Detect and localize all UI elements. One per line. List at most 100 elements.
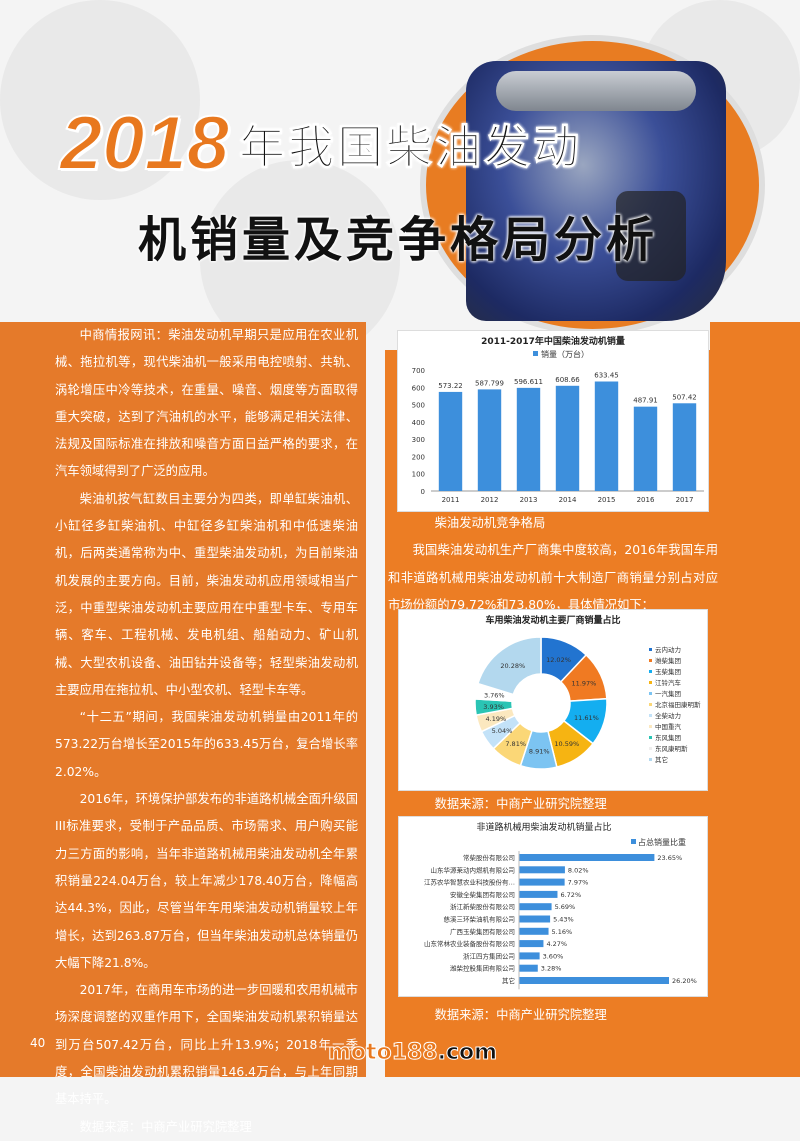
category-label: 山东常林农业装备股份有限公司 (424, 939, 515, 948)
bar (477, 389, 502, 491)
category-label: 慈溪三环柴油机有限公司 (444, 915, 516, 924)
paragraph: 柴油机按气缸数目主要分为四类，即单缸柴油机、小缸径多缸柴油机、中缸径多缸柴油机和… (55, 491, 358, 697)
x-tick-label: 2017 (676, 496, 694, 504)
legend-label: 东风康明斯 (655, 744, 688, 753)
data-label: 5.43% (553, 916, 574, 924)
chart-title: 2011-2017年中国柴油发动机销量 (481, 335, 625, 347)
source-note: 数据来源：中商产业研究院整理 (410, 791, 710, 818)
bar (519, 927, 549, 935)
x-tick-label: 2014 (559, 496, 577, 504)
page-number: 40 (30, 1036, 46, 1050)
bar (633, 406, 658, 491)
legend-label: 一汽集团 (655, 689, 681, 698)
source-note: 数据来源：中商产业研究院整理 (410, 1002, 710, 1029)
legend-label: 玉柴集团 (655, 667, 681, 676)
data-label: 5.69% (555, 903, 576, 911)
slice-label: 3.76% (484, 691, 505, 699)
bar (555, 385, 580, 491)
legend-swatch (649, 714, 652, 717)
vehicle-share-pie-chart: 车用柴油发动机主要厂商销量占比 12.02% 云内动力 11.97% 潍柴集团 11.6… (398, 609, 708, 791)
bar (519, 952, 540, 960)
data-label: 573.22 (438, 382, 463, 390)
legend-swatch (649, 659, 652, 662)
category-label: 其它 (502, 976, 515, 985)
legend-label: 其它 (655, 755, 668, 764)
y-tick-label: 100 (412, 471, 425, 479)
bar (594, 381, 619, 491)
x-tick-label: 2013 (520, 496, 538, 504)
title-year: 2018 (59, 100, 230, 187)
x-tick-label: 2015 (598, 496, 616, 504)
left-article-column: 中商情报网讯：柴油发动机早期只是应用在农业机械、拖拉机等，现代柴油机一般采用电控… (55, 322, 358, 1141)
bar (672, 403, 697, 491)
legend-swatch (649, 681, 652, 684)
slice-label: 7.81% (505, 740, 526, 748)
right-article-column: 柴油发动机竞争格局 我国柴油发动机生产厂商集中度较高，2016年我国车用和非道路… (388, 510, 718, 619)
title-text: 年我国柴油发动 (239, 119, 583, 174)
bar (519, 866, 565, 874)
legend-swatch (631, 839, 636, 844)
x-tick-label: 2011 (442, 496, 460, 504)
site-logo: moto188.com (328, 1040, 498, 1066)
y-tick-label: 600 (412, 384, 425, 392)
pie-slice (476, 636, 542, 696)
paragraph: 我国柴油发动机生产厂商集中度较高，2016年我国车用和非道路机械用柴油发动机前十… (388, 543, 718, 612)
category-label: 潍柴控股集团有限公司 (450, 964, 515, 973)
slice-label: 10.59% (554, 740, 579, 748)
slice-label: 11.61% (574, 714, 599, 722)
legend-label: 全柴动力 (655, 711, 681, 720)
left-panel (0, 322, 366, 1077)
slice-label: 12.02% (546, 656, 571, 664)
background-decoration (0, 0, 200, 200)
legend-label: 占总销量比重 (638, 837, 686, 847)
chart-title: 非道路机械用柴油发动机销量占比 (476, 821, 611, 833)
slice-label: 5.04% (492, 727, 513, 735)
x-tick-label: 2012 (481, 496, 499, 504)
bar (519, 977, 669, 984)
pie-chart-svg: 车用柴油发动机主要厂商销量占比 12.02% 云内动力 11.97% 潍柴集团 11.6… (474, 614, 701, 770)
bar (519, 878, 565, 886)
data-label: 3.28% (541, 965, 562, 973)
category-label: 广西玉柴集团有限公司 (450, 927, 515, 936)
x-tick-label: 2016 (637, 496, 655, 504)
category-label: 安徽全柴集团有限公司 (450, 890, 515, 899)
data-label: 487.91 (633, 397, 658, 405)
paragraph: “十二五”期间，我国柴油发动机销量由2011年的573.22万台增长至2015年… (55, 710, 358, 779)
data-label: 587.799 (475, 379, 504, 387)
engine-hero-image (420, 35, 765, 335)
legend-swatch (649, 692, 652, 695)
bar (519, 903, 552, 911)
data-source: 数据来源：中商产业研究院整理 (79, 1119, 252, 1134)
bar (519, 940, 544, 948)
y-tick-label: 300 (412, 436, 425, 444)
category-label: 山东华源莱动内燃机有限公司 (431, 865, 516, 874)
bar (519, 915, 551, 923)
legend-label: 东风集团 (655, 733, 681, 742)
legend-label: 潍柴集团 (655, 656, 681, 665)
data-source: 数据来源：中商产业研究院整理 (434, 1008, 607, 1022)
bar (519, 964, 538, 972)
legend-swatch (649, 758, 652, 761)
legend-swatch (533, 351, 538, 356)
slice-label: 11.97% (572, 680, 597, 688)
data-label: 507.42 (672, 393, 697, 401)
legend-swatch (649, 736, 652, 739)
slice-label: 20.28% (500, 662, 525, 670)
y-tick-label: 0 (421, 488, 425, 496)
section-heading: 柴油发动机竞争格局 (434, 516, 546, 530)
category-label: 江苏农华智慧农业科技股份有… (424, 878, 515, 887)
legend-swatch (649, 670, 652, 673)
slice-label: 8.91% (529, 747, 550, 755)
legend-label: 江铃汽车 (655, 678, 682, 687)
data-label: 608.66 (555, 376, 580, 384)
data-label: 5.16% (552, 928, 573, 936)
legend-label: 销量（万台） (541, 349, 589, 359)
data-label: 4.27% (546, 940, 567, 948)
right-panel-corner (710, 322, 800, 352)
sales-bar-chart-svg: 2011-2017年中国柴油发动机销量 销量（万台） 0 100 200 300 400… (412, 335, 704, 504)
legend-label: 中国重汽 (655, 722, 682, 731)
data-label: 8.02% (568, 866, 589, 874)
y-tick-label: 200 (412, 453, 425, 461)
legend-swatch (649, 703, 652, 706)
offroad-share-bar-chart: 非道路机械用柴油发动机销量占比 占总销量比重 常柴股份有限公司 23.65% 山东华… (398, 816, 708, 997)
